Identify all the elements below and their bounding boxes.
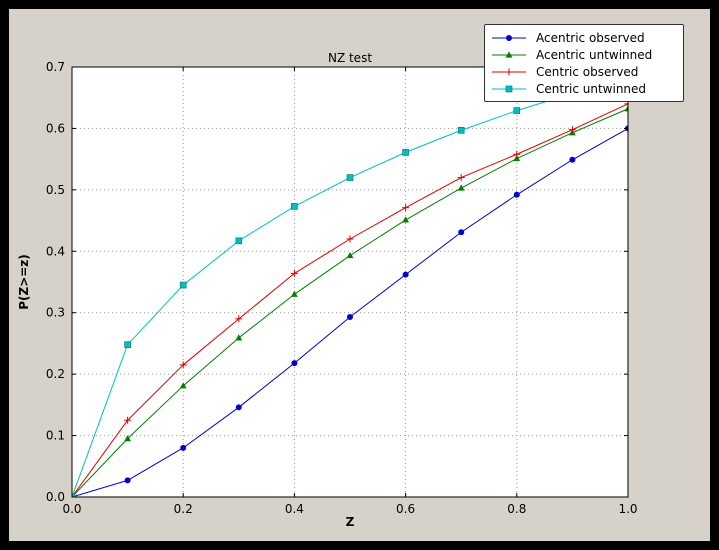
y-tick-label: 0.1 [46, 429, 65, 443]
x-tick-label: 0.8 [507, 502, 526, 516]
legend: Acentric observed Acentric untwinned Centr… [484, 24, 684, 102]
marker-circle [402, 271, 409, 278]
marker-triangle [124, 435, 131, 442]
legend-sample-line [492, 68, 526, 75]
legend-sample-line [492, 34, 526, 41]
x-tick-label: 0.6 [396, 502, 415, 516]
x-tick-label: 1.0 [618, 502, 637, 516]
marker-square [179, 281, 187, 289]
legend-label: Centric observed [536, 64, 639, 79]
marker-square [291, 203, 298, 210]
legend-label: Acentric observed [536, 30, 645, 45]
marker-circle [291, 360, 298, 367]
marker-triangle [235, 334, 243, 341]
marker-triangle [457, 184, 465, 191]
figure-background: 0.0 0.2 0.4 0.6 0.8 1.0 0.0 0.1 0.2 0.3 0.4 0.5 0.6 0… [9, 9, 710, 541]
x-tick-label: 0.4 [285, 502, 304, 516]
marker-triangle [346, 251, 354, 259]
legend-label: Centric untwinned [536, 81, 647, 96]
series-acentric-untwinned [72, 105, 628, 497]
y-axis-label: P(Z>=z) [17, 254, 31, 310]
y-tick-label: 0.5 [46, 183, 65, 197]
marker-square [402, 149, 409, 156]
y-tick-label: 0.7 [46, 60, 65, 74]
axes-frame [71, 66, 629, 498]
marker-circle [458, 229, 465, 236]
legend-label: Acentric untwinned [536, 47, 653, 62]
x-axis-label: Z [345, 515, 355, 529]
legend-item: Centric untwinned [490, 80, 678, 97]
series-centric-observed [72, 100, 628, 497]
plot-svg: 0.0 0.2 0.4 0.6 0.8 1.0 0.0 0.1 0.2 0.3 0.4 0.5 0.6 0… [46, 60, 638, 516]
marker-triangle [291, 290, 298, 297]
y-tick-label: 0.2 [46, 367, 65, 381]
marker-triangle [513, 154, 521, 162]
plot-background [72, 67, 628, 497]
marker-square [72, 493, 76, 497]
marker-square [346, 174, 354, 181]
y-tick-label: 0.3 [46, 306, 65, 320]
legend-item: Acentric untwinned [490, 46, 678, 63]
marker-triangle [624, 105, 628, 112]
marker-square [457, 126, 465, 134]
x-tick-label: 0.2 [174, 502, 193, 516]
legend-item: Centric observed [490, 63, 678, 80]
y-tick-label: 0.6 [46, 121, 65, 135]
marker-circle [569, 156, 576, 163]
marker-circle [347, 314, 353, 321]
y-tick-label: 0.0 [46, 490, 65, 504]
series-acentric-observed [72, 125, 628, 497]
series-group [72, 74, 628, 497]
marker-square [124, 341, 131, 348]
marker-circle [124, 477, 131, 484]
marker-triangle [402, 216, 409, 223]
marker-square [513, 107, 521, 114]
marker-triangle [505, 50, 513, 58]
legend-sample-line [492, 85, 526, 92]
marker-square [505, 85, 513, 92]
marker-circle [506, 34, 512, 41]
y-tick-label: 0.4 [46, 244, 65, 258]
marker-circle [235, 404, 242, 411]
x-tick-label: 0.0 [62, 502, 81, 516]
marker-circle [513, 191, 520, 198]
marker-square [235, 237, 243, 245]
chart-title: NZ test [327, 51, 373, 65]
marker-triangle [179, 382, 187, 389]
legend-sample-line [492, 50, 526, 58]
marker-circle [180, 444, 187, 451]
legend-item: Acentric observed [490, 29, 678, 46]
